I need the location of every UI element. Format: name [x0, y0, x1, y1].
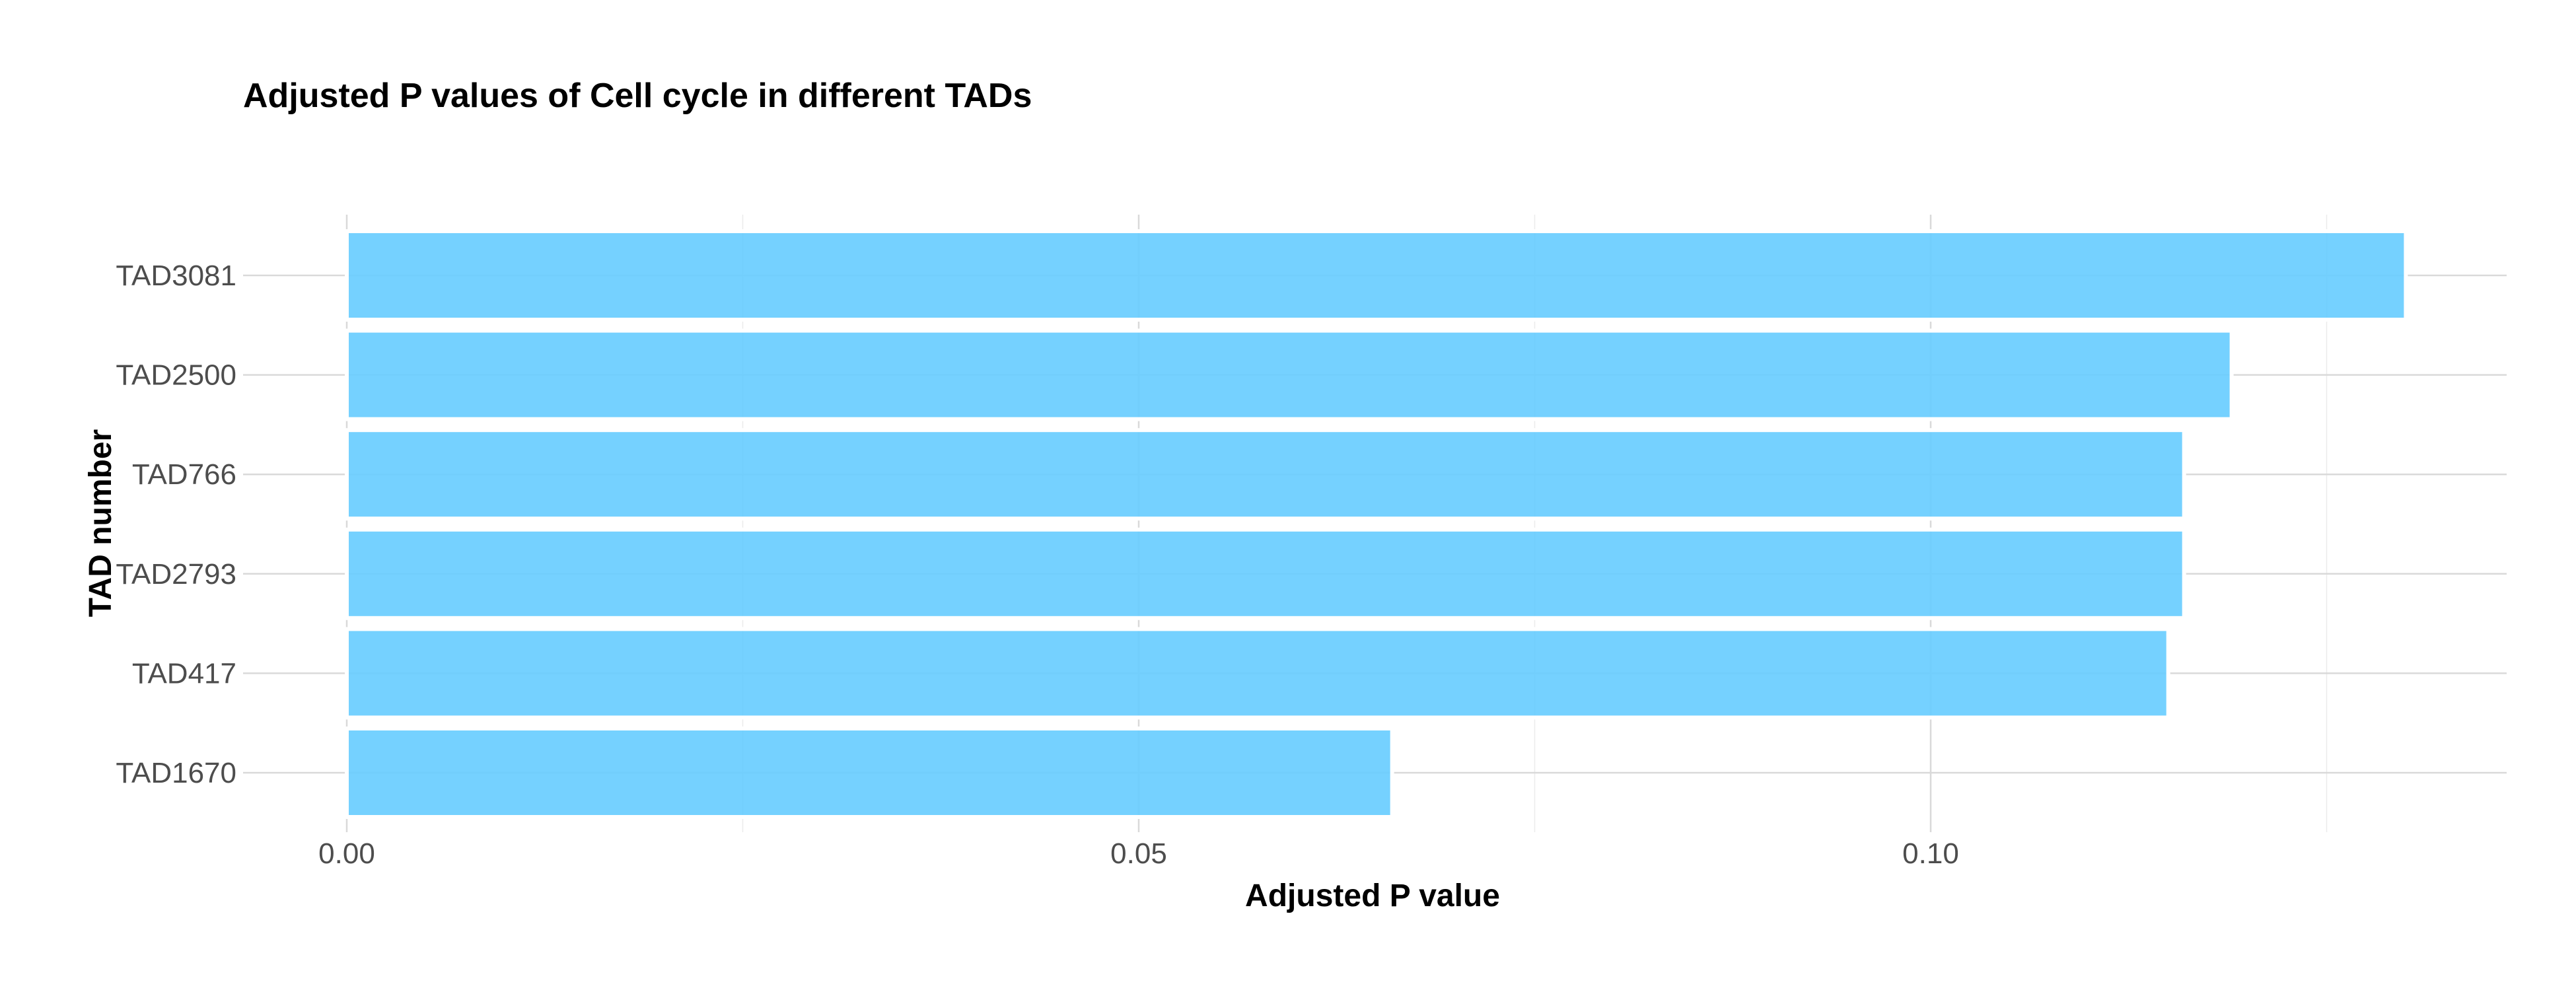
chart-title: Adjusted P values of Cell cycle in diffe… — [243, 77, 1032, 115]
y-tick-label: TAD417 — [132, 657, 236, 690]
x-tick-label: 0.10 — [1902, 837, 1959, 870]
y-tick-label: TAD3081 — [116, 260, 236, 292]
bar-tad1670 — [345, 727, 1394, 819]
bar-tad3081 — [345, 229, 2408, 322]
bar-tad417 — [345, 627, 2170, 720]
x-tick-label: 0.05 — [1110, 837, 1167, 870]
y-tick-label: TAD1670 — [116, 757, 236, 789]
y-axis-title: TAD number — [83, 429, 118, 617]
x-axis-title: Adjusted P value — [1245, 878, 1500, 913]
y-tick-label: TAD2500 — [116, 359, 236, 392]
y-tick-label: TAD2793 — [116, 558, 236, 590]
y-tick-label: TAD766 — [132, 458, 236, 491]
bar-layer — [345, 229, 2408, 819]
tick-label-layer: TAD3081 TAD2500 TAD766 TAD2793 TAD417 TAD1670… — [116, 260, 1958, 870]
bar-tad2500 — [345, 328, 2234, 421]
bar-tad766 — [345, 428, 2186, 521]
bar-tad2793 — [345, 527, 2186, 620]
x-tick-label: 0.00 — [318, 837, 375, 870]
